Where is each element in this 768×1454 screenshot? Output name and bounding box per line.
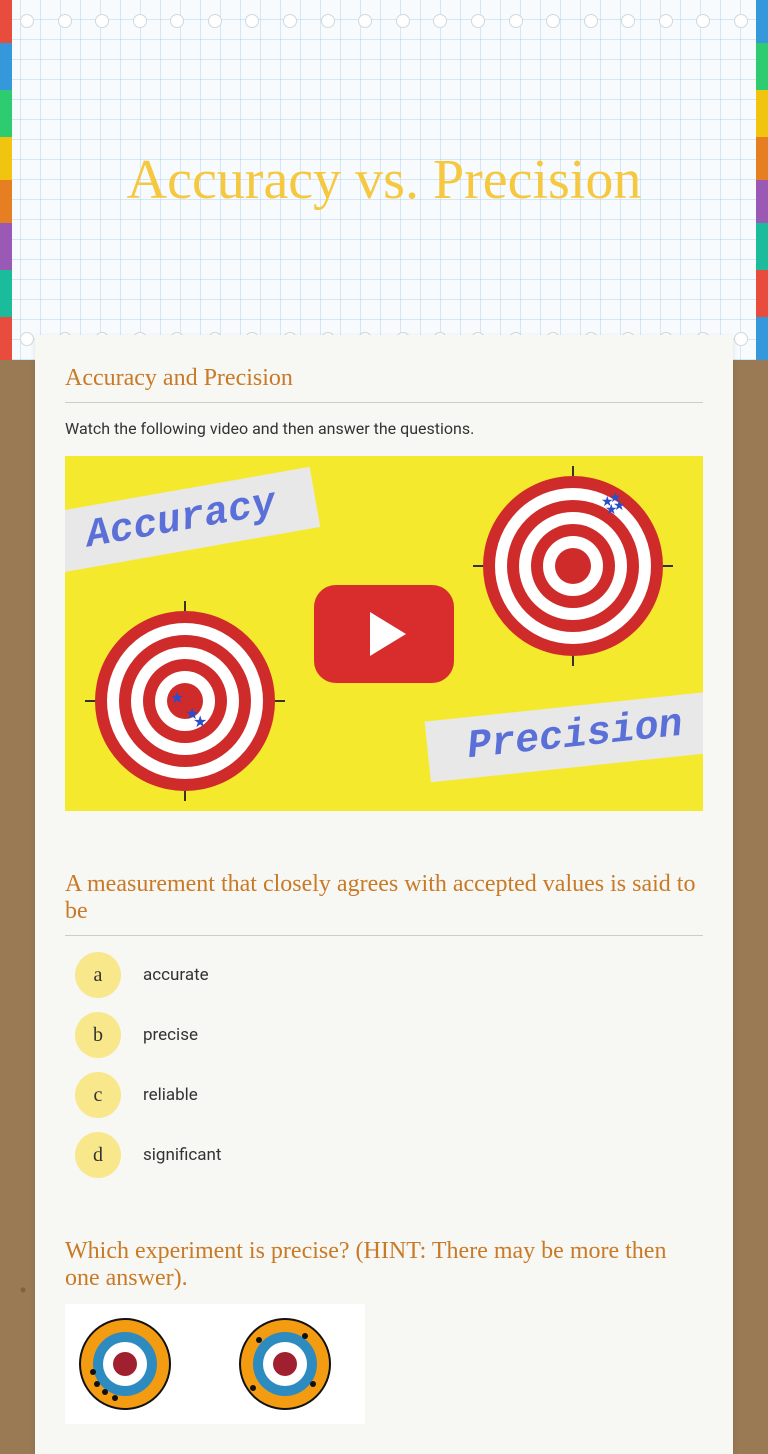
option-text: precise	[143, 1025, 198, 1045]
question1-option-b[interactable]: b precise	[75, 1012, 703, 1058]
question1-option-d[interactable]: d significant	[75, 1132, 703, 1178]
section1-subtitle: Watch the following video and then answe…	[65, 419, 703, 438]
mini-target-a-icon[interactable]	[75, 1314, 175, 1414]
option-letter: d	[75, 1132, 121, 1178]
target-precision-icon: ★ ★ ★ ★	[473, 466, 673, 666]
option-text: reliable	[143, 1085, 198, 1105]
header-background: Accuracy vs. Precision	[0, 0, 768, 360]
question1-option-a[interactable]: a accurate	[75, 952, 703, 998]
question1-title: A measurement that closely agrees with a…	[65, 871, 703, 936]
svg-text:★: ★	[613, 498, 626, 514]
option-letter: a	[75, 952, 121, 998]
mini-target-b-icon[interactable]	[235, 1314, 335, 1414]
video-banner-precision: Precision	[425, 691, 703, 783]
svg-text:★: ★	[193, 712, 207, 731]
question2-block: Which experiment is precise? (HINT: Ther…	[65, 1238, 703, 1424]
page-title: Accuracy vs. Precision	[127, 148, 642, 212]
page-wrap: Accuracy vs. Precision Accuracy and Prec…	[0, 0, 768, 1454]
target-accuracy-icon: ★ ★ ★	[85, 601, 285, 801]
video-banner-accuracy: Accuracy	[65, 467, 320, 574]
video-thumbnail[interactable]: ★ ★ ★ ★ ★ ★	[65, 456, 703, 811]
option-letter: c	[75, 1072, 121, 1118]
play-button-icon	[314, 585, 454, 683]
option-text: significant	[143, 1145, 222, 1165]
question1-option-c[interactable]: c reliable	[75, 1072, 703, 1118]
option-text: accurate	[143, 965, 209, 985]
option-letter: b	[75, 1012, 121, 1058]
question2-title: Which experiment is precise? (HINT: Ther…	[65, 1238, 703, 1296]
question2-targets	[65, 1304, 365, 1424]
section1-title: Accuracy and Precision	[65, 365, 703, 403]
svg-text:★: ★	[170, 688, 184, 707]
content-card: Accuracy and Precision Watch the followi…	[35, 335, 733, 1454]
question1-block: A measurement that closely agrees with a…	[65, 871, 703, 1178]
spiral-binding-top	[20, 14, 748, 28]
